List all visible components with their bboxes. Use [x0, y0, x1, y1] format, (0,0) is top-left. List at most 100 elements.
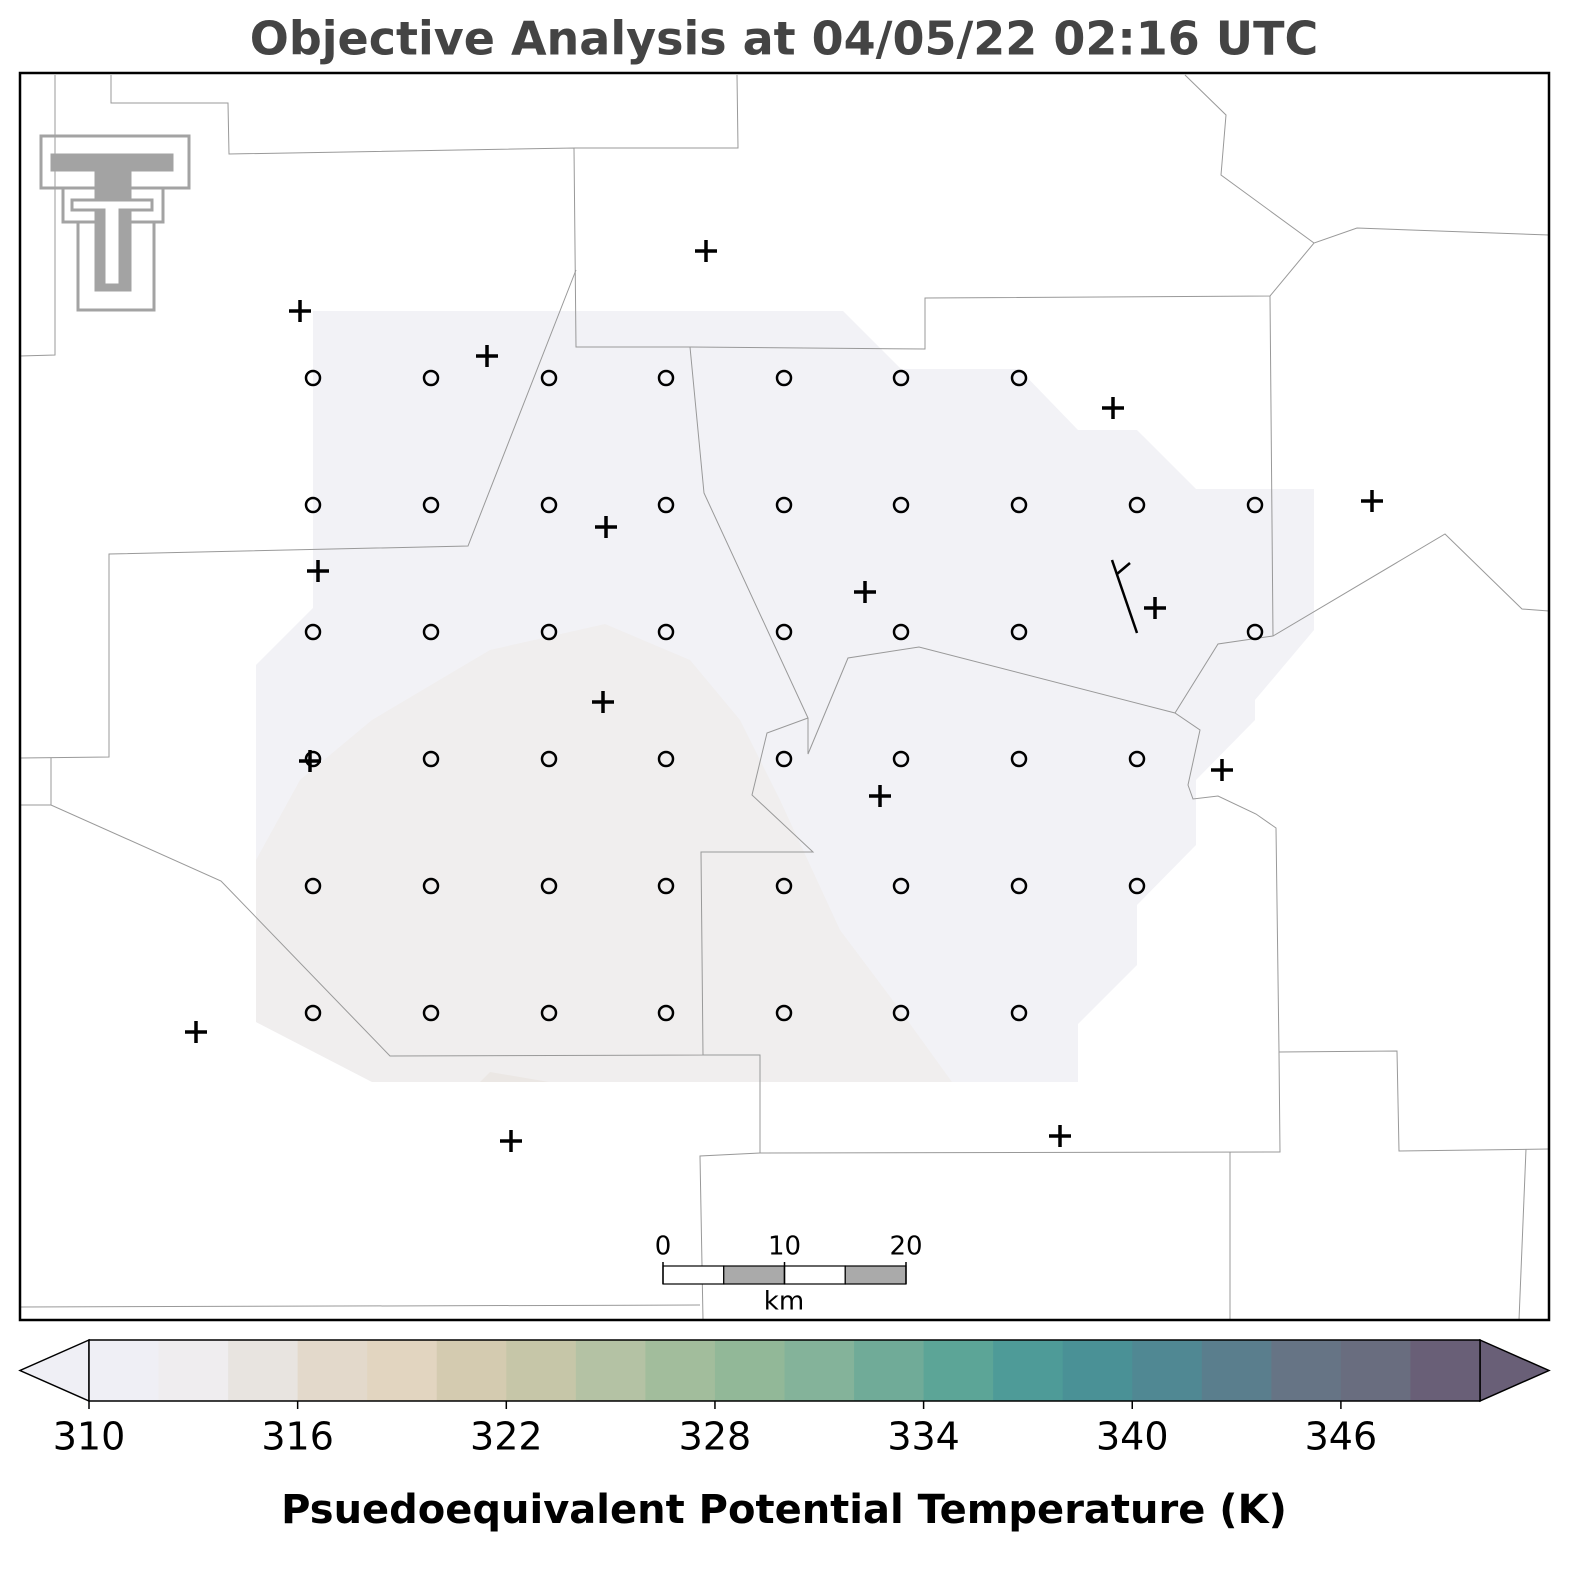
station — [289, 300, 311, 322]
grid-point — [1128, 877, 1146, 895]
grid-point — [540, 750, 558, 768]
grid-point — [657, 877, 675, 895]
scale-segment — [662, 1265, 725, 1285]
grid-point — [1010, 750, 1028, 768]
grid-point — [540, 496, 558, 514]
scale-unit: km — [764, 1287, 804, 1317]
grid-point — [1010, 369, 1028, 387]
colorbar-bin — [297, 1340, 368, 1401]
county-line — [1174, 295, 1274, 714]
grid-point — [304, 369, 322, 387]
grid-point — [892, 750, 910, 768]
colorbar-bin — [158, 1340, 229, 1401]
station — [500, 1130, 522, 1152]
grid-point — [540, 877, 558, 895]
scale-bar: 0 10 20 km — [655, 1232, 923, 1317]
colorbar-bin — [1201, 1340, 1272, 1401]
county-line — [20, 717, 815, 1057]
grid-point — [657, 1004, 675, 1022]
grid-point — [775, 750, 793, 768]
colorbar-label: Psuedoequivalent Potential Temperature (… — [281, 1487, 1287, 1533]
station — [185, 1021, 207, 1043]
analysis-field-warm — [256, 624, 952, 1082]
colorbar-bin — [436, 1340, 507, 1401]
county-line — [1272, 533, 1550, 637]
county-line — [19, 1304, 701, 1308]
station — [476, 345, 498, 367]
grid-point — [422, 1004, 440, 1022]
colorbar-bin — [1132, 1340, 1203, 1401]
colorbar-bin — [923, 1340, 994, 1401]
wind-barb — [1110, 559, 1139, 634]
colorbar-extend — [1479, 1338, 1551, 1403]
wind-barb — [1116, 562, 1131, 575]
colorbar-bin — [993, 1340, 1064, 1401]
colorbar-bin — [1410, 1340, 1481, 1401]
colorbar-bin — [506, 1340, 577, 1401]
county-line — [699, 1152, 761, 1321]
county-line — [574, 74, 739, 149]
scale-segment — [723, 1265, 786, 1285]
grid-point — [1128, 496, 1146, 514]
colorbar-tick-label: 322 — [470, 1415, 543, 1459]
title: Objective Analysis at 04/05/22 02:16 UTC — [250, 12, 1319, 66]
grid-point — [422, 496, 440, 514]
colorbar-tick-label: 346 — [1305, 1415, 1378, 1459]
grid-point — [304, 877, 322, 895]
colorbar: 310 316 322 328 334 340 346 — [18, 1338, 1551, 1459]
grid-point — [657, 496, 675, 514]
grid-point — [892, 623, 910, 641]
station — [1049, 1125, 1071, 1147]
map — [18, 71, 1551, 1322]
grid-point — [1246, 496, 1264, 514]
county-line — [19, 75, 56, 357]
grid-point — [540, 1004, 558, 1022]
colorbar-bin — [228, 1340, 299, 1401]
grid-point — [657, 750, 675, 768]
grid-point — [775, 877, 793, 895]
scale-label: 0 — [655, 1232, 672, 1262]
county-line — [110, 75, 1550, 350]
colorbar-tick-label: 340 — [1096, 1415, 1169, 1459]
grid-point — [892, 1004, 910, 1022]
grid-point — [540, 369, 558, 387]
colorbar-bin — [575, 1340, 646, 1401]
grid-point — [422, 877, 440, 895]
station — [307, 560, 329, 582]
grid-point — [1246, 623, 1264, 641]
grid-point — [304, 750, 322, 768]
colorbar-tick-label: 316 — [261, 1415, 334, 1459]
colorbar-extend — [18, 1338, 90, 1403]
county-line — [1518, 1148, 1527, 1321]
county-line — [689, 346, 1550, 1152]
grid-point — [657, 369, 675, 387]
grid-point — [422, 623, 440, 641]
station — [1144, 597, 1166, 619]
station — [299, 750, 321, 772]
grid-point — [775, 496, 793, 514]
grid-point — [1010, 877, 1028, 895]
colorbar-bin — [714, 1340, 785, 1401]
colorbar-frame — [88, 1339, 1481, 1402]
colorbar-tick-label: 328 — [679, 1415, 752, 1459]
grid-point — [775, 623, 793, 641]
colorbar-bin — [1271, 1340, 1342, 1401]
station — [854, 581, 876, 603]
grid-point — [1010, 496, 1028, 514]
analysis-field-warm — [480, 1072, 549, 1082]
station — [1211, 759, 1233, 781]
grid-point — [1010, 623, 1028, 641]
county-line — [1184, 74, 1315, 244]
scale-label: 20 — [889, 1232, 922, 1262]
colorbar-bin — [854, 1340, 925, 1401]
station — [1102, 397, 1124, 419]
station — [595, 516, 617, 538]
colorbar-bin — [1340, 1340, 1411, 1401]
grid-point — [892, 369, 910, 387]
grid-point — [1128, 750, 1146, 768]
scale-segment — [844, 1265, 907, 1285]
station-marks — [185, 240, 1383, 1152]
colorbar-bin — [367, 1340, 438, 1401]
colorbar-bin — [784, 1340, 855, 1401]
